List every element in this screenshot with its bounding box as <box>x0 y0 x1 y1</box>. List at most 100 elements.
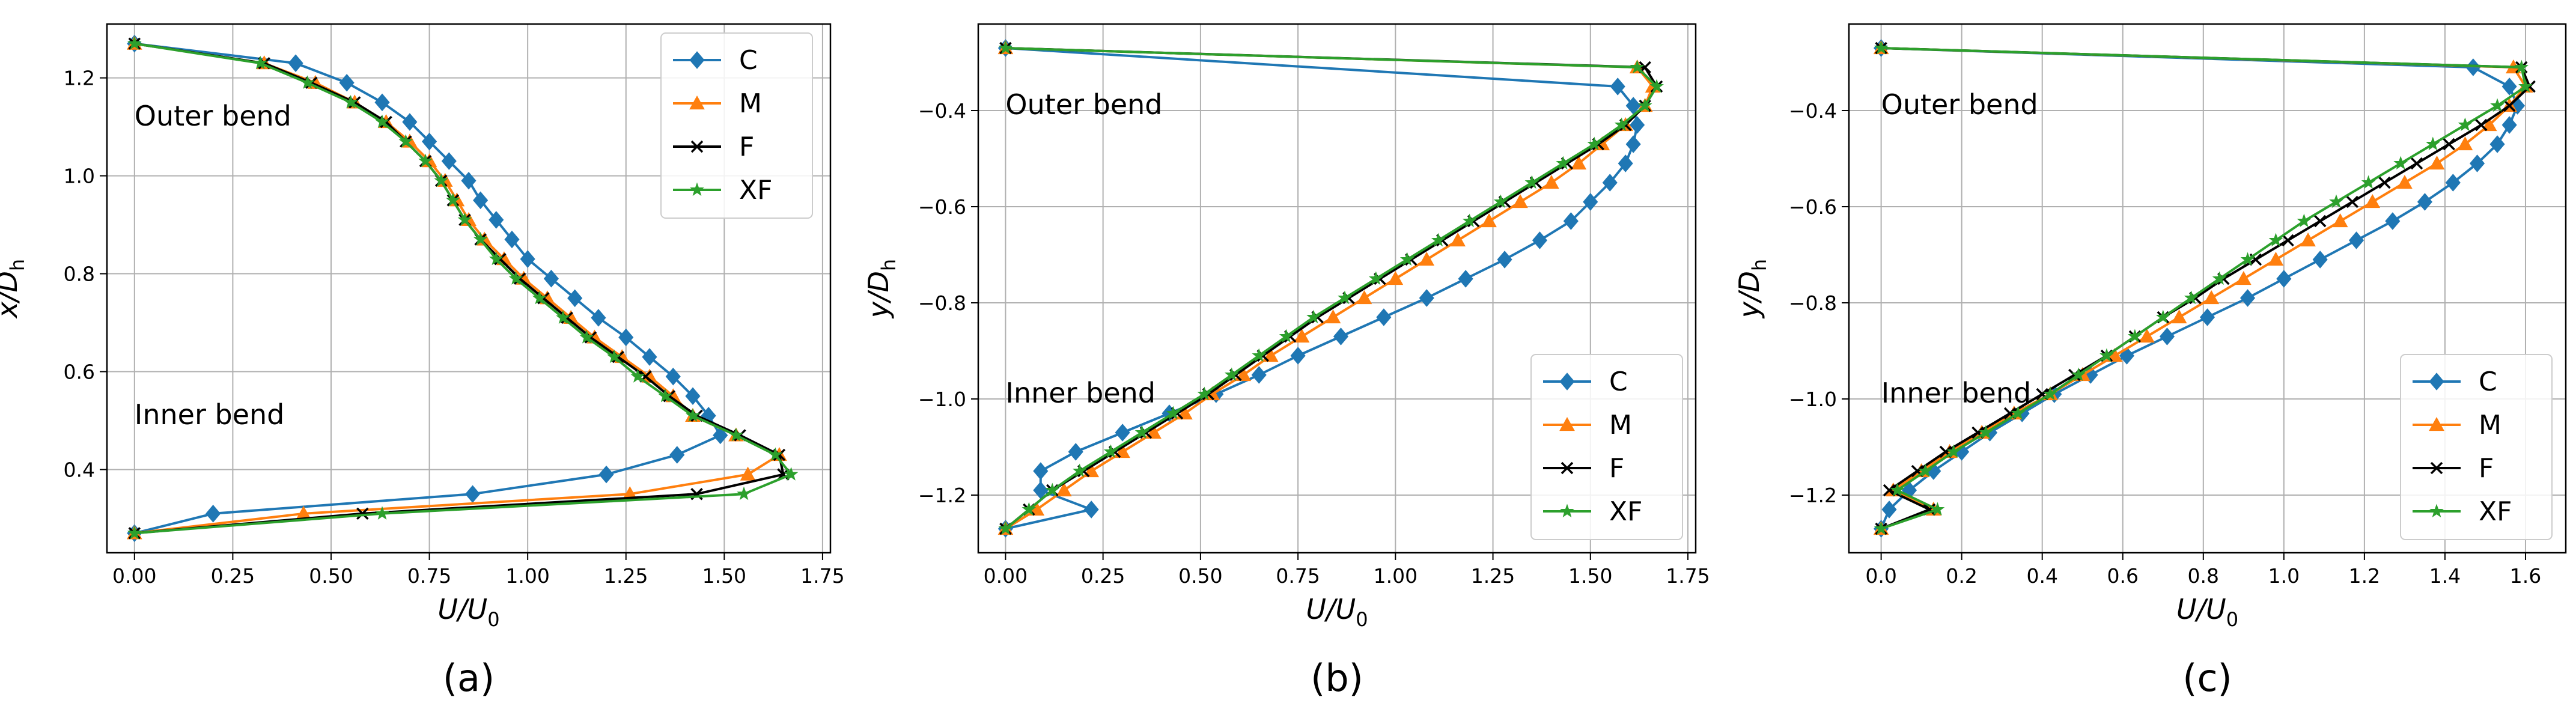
data-point-m <box>2397 174 2413 189</box>
data-point-xf <box>1399 252 1414 266</box>
data-point-m <box>740 466 756 481</box>
y-axis-label: y/Dh <box>862 259 900 319</box>
data-point-xf <box>418 153 433 168</box>
legend-label: F <box>739 132 754 162</box>
data-point-m <box>1512 193 1528 208</box>
axes-frame <box>977 23 1697 554</box>
data-point-xf <box>1587 136 1602 151</box>
x-tick-label: 1.75 <box>800 564 844 588</box>
data-point-xf <box>579 330 594 344</box>
data-point-c <box>339 74 355 92</box>
data-point-xf <box>2490 98 2504 112</box>
data-point-f <box>2313 215 2327 228</box>
data-point-m <box>1235 367 1252 382</box>
data-point-c <box>2501 116 2517 134</box>
y-tick-label: −1.2 <box>918 484 966 507</box>
data-point-xf <box>1630 59 1645 74</box>
data-point-m <box>1450 232 1466 247</box>
data-point-xf <box>2127 329 2142 343</box>
data-point-xf <box>556 310 570 324</box>
data-point-m <box>2300 232 2316 247</box>
data-point-xf <box>1197 386 1212 401</box>
data-point-c <box>713 426 728 445</box>
data-point-xf <box>658 388 672 403</box>
x-axis-label-subscript: 0 <box>2226 608 2238 631</box>
data-point-c <box>1618 154 1633 172</box>
axes-frame <box>1848 23 2567 554</box>
data-point-xf <box>2458 117 2473 132</box>
x-tick-label: 1.75 <box>1666 564 1710 588</box>
annotation-inner-bend: Inner bend <box>1005 377 1156 409</box>
data-point-xf <box>2518 79 2533 93</box>
data-point-xf <box>1918 463 1933 478</box>
data-point-xf <box>398 134 413 148</box>
data-point-c <box>504 230 520 249</box>
data-point-xf <box>2184 290 2199 305</box>
data-point-xf <box>375 506 389 520</box>
data-point-xf <box>2361 175 2376 189</box>
data-point-f <box>2282 234 2294 247</box>
annotation-inner-bend: Inner bend <box>1881 377 2032 409</box>
x-tick-label: 1.4 <box>2429 564 2461 588</box>
data-point-xf <box>630 369 645 383</box>
data-point-m <box>1262 347 1279 362</box>
data-point-xf <box>784 467 799 481</box>
y-tick-label: −0.4 <box>1789 99 1837 123</box>
series-c <box>127 34 728 543</box>
data-point-c <box>1563 212 1579 230</box>
data-point-xf <box>1022 502 1037 516</box>
data-point-m <box>1294 328 1310 343</box>
data-point-xf <box>2514 59 2529 74</box>
x-tick-label: 0.00 <box>984 564 1028 588</box>
y-tick-label: 0.8 <box>64 263 95 286</box>
data-point-m <box>1083 463 1100 478</box>
data-point-xf <box>127 36 142 50</box>
y-tick-label: −0.6 <box>918 195 966 219</box>
legend-box <box>660 32 813 219</box>
data-point-c <box>1068 443 1083 461</box>
data-point-xf <box>457 212 472 227</box>
data-point-m <box>2171 309 2187 324</box>
series-line-xf <box>134 42 793 535</box>
data-point-xf <box>2155 309 2170 324</box>
legend-label: M <box>739 88 762 119</box>
data-point-xf <box>998 521 1013 535</box>
data-point-c <box>642 348 657 366</box>
y-tick-label: −0.8 <box>1789 291 1837 315</box>
legend-marker <box>2429 504 2444 518</box>
annotation-outer-bend: Outer bend <box>135 100 291 132</box>
data-point-xf <box>1431 233 1446 247</box>
data-point-xf <box>1614 117 1629 132</box>
legend-marker <box>689 51 705 69</box>
legend-entry-c: C <box>2413 367 2497 397</box>
y-axis-label-subscript: h <box>6 259 29 271</box>
data-point-f <box>356 507 369 520</box>
legend-label: F <box>2479 453 2494 484</box>
data-point-m <box>2139 328 2155 343</box>
legend-entry-c: C <box>1543 367 1628 397</box>
panel-caption: (b) <box>1311 656 1363 700</box>
data-point-c <box>2501 78 2517 96</box>
data-point-xf <box>473 232 488 246</box>
data-point-xf <box>127 525 142 540</box>
data-point-m <box>1115 443 1130 458</box>
data-point-xf <box>2011 406 2026 420</box>
legend-label: M <box>1609 410 1632 440</box>
data-point-c <box>618 328 634 347</box>
data-point-f <box>1883 484 1896 497</box>
series-xf <box>127 36 799 540</box>
data-point-xf <box>1134 425 1149 439</box>
data-point-m <box>2268 251 2284 266</box>
legend-marker <box>1560 504 1574 518</box>
legend-marker <box>1559 373 1575 391</box>
data-point-c <box>1290 347 1306 365</box>
data-point-c <box>1602 174 1618 192</box>
y-tick-label: −0.6 <box>1789 195 1837 219</box>
legend-label: M <box>2479 410 2501 440</box>
data-point-c <box>1419 289 1434 307</box>
data-point-xf <box>489 251 504 266</box>
data-point-c <box>206 505 221 523</box>
data-point-c <box>2445 174 2461 192</box>
data-point-c <box>1458 270 1473 288</box>
legend-entry-f: F <box>673 132 754 162</box>
